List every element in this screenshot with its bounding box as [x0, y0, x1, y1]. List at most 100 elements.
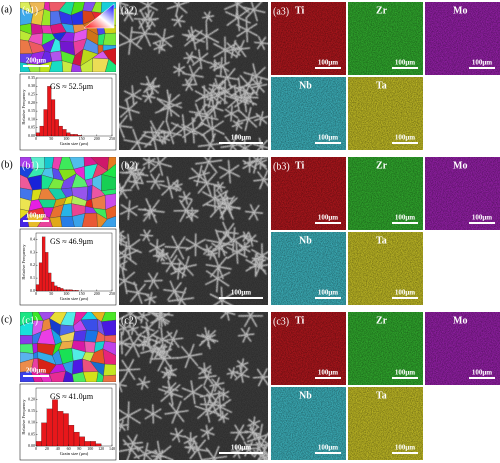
x-tick-label: 100: [87, 446, 93, 451]
eds-noise: [425, 157, 500, 230]
x-tick-label: 100: [63, 136, 69, 141]
histogram-bar: [68, 425, 75, 447]
panel-label: (b3): [273, 161, 290, 172]
histogram-bar: [79, 436, 85, 447]
dendrite-arm: [119, 382, 120, 386]
histogram-bar: [72, 290, 76, 292]
eds-noise: [348, 387, 423, 460]
eds-noise: [348, 2, 423, 75]
grain: [96, 212, 108, 227]
x-tick-label: 150: [79, 136, 85, 141]
y-tick-label: 0.35: [28, 75, 35, 80]
grain: [104, 334, 116, 344]
element-label: Ti: [295, 315, 304, 326]
grain: [84, 341, 96, 353]
x-tick-label: 20: [45, 446, 49, 451]
scale-label: 200μm: [26, 367, 46, 375]
histogram-bar: [58, 125, 63, 137]
histogram-bar: [46, 408, 53, 447]
element-label: Nb: [299, 235, 312, 246]
histogram-bar: [38, 262, 43, 292]
histogram-bar: [45, 252, 49, 292]
y-tick-label: 0.10: [28, 116, 35, 121]
dendrite-arm: [226, 312, 228, 314]
panel-label: (c1): [22, 315, 38, 326]
y-tick-label: 0.20: [28, 397, 35, 402]
x-tick-label: 40: [56, 446, 60, 451]
histogram-bar: [70, 134, 75, 137]
panel-clip: [20, 157, 116, 227]
y-tick-label: 0.10: [28, 420, 35, 425]
grain: [73, 329, 87, 342]
element-label: Zr: [376, 160, 388, 171]
grain: [49, 50, 63, 62]
scale-label: 100μm: [472, 59, 492, 67]
eds-noise: [271, 2, 346, 75]
x-axis-label: Grain size (μm): [60, 296, 89, 301]
histogram-bar: [51, 281, 55, 292]
grain: [101, 319, 116, 336]
x-tick-label: 0: [35, 291, 37, 296]
eds-noise: [271, 232, 346, 305]
histogram-bar: [63, 413, 69, 447]
scale-label: 100μm: [472, 214, 492, 222]
scale-label: 100μm: [318, 214, 338, 222]
scale-label: 100μm: [318, 289, 338, 297]
grain: [101, 163, 116, 179]
row-label: (b): [1, 159, 13, 170]
eds-noise: [348, 157, 423, 230]
grain: [105, 58, 116, 72]
eds-noise: [271, 312, 346, 385]
x-tick-label: 150: [79, 291, 85, 296]
histogram-bar: [54, 285, 58, 292]
scale-label: 100μm: [318, 59, 338, 67]
grain: [72, 213, 86, 227]
x-axis-label: Grain size (μm): [60, 141, 89, 146]
y-tick-label: 0.4: [30, 236, 35, 241]
histogram-bar: [57, 287, 61, 292]
x-tick-label: 120: [98, 446, 104, 451]
grain: [86, 184, 93, 202]
x-tick-label: 200: [94, 291, 100, 296]
grain: [62, 370, 74, 382]
panel-label: (a2): [121, 5, 137, 16]
grain: [49, 60, 64, 72]
histogram-bar: [54, 119, 59, 137]
histogram-bar: [73, 431, 80, 447]
grain: [72, 371, 87, 382]
dendrite-arm: [223, 312, 228, 314]
histogram-bar: [69, 289, 73, 292]
eds-noise: [425, 2, 500, 75]
element-label: Nb: [299, 390, 312, 401]
x-tick-label: 80: [77, 446, 81, 451]
grain: [61, 60, 73, 72]
grain: [20, 335, 33, 345]
grain: [38, 372, 53, 382]
scale-label: 100μm: [318, 369, 338, 377]
element-label: Zr: [376, 5, 388, 16]
panel-clip: [119, 2, 268, 150]
grain: [49, 216, 63, 227]
panel-clip: [20, 312, 116, 382]
panel-clip: [119, 312, 268, 460]
x-tick-label: 250: [109, 136, 115, 141]
y-axis-label: Relative Frequency: [21, 399, 26, 435]
annotation: GS ≈ 46.9μm: [50, 237, 94, 246]
element-label: Ti: [295, 160, 304, 171]
histogram-bar: [41, 422, 47, 447]
histogram-bar: [47, 86, 52, 137]
x-tick-label: 200: [94, 136, 100, 141]
y-tick-label: 0.20: [28, 100, 35, 105]
y-tick-label: 0.3: [30, 249, 35, 254]
scale-label: 100μm: [472, 369, 492, 377]
y-axis-label: Relative Frequency: [21, 244, 26, 280]
element-label: Mo: [453, 315, 467, 326]
x-axis-label: Grain size (μm): [60, 451, 89, 456]
eds-noise: [271, 387, 346, 460]
x-tick-label: 50: [49, 291, 53, 296]
scale-label: 100μm: [318, 444, 338, 452]
eds-noise: [348, 77, 423, 150]
eds-noise: [348, 232, 423, 305]
y-tick-label: 0.05: [28, 125, 35, 130]
